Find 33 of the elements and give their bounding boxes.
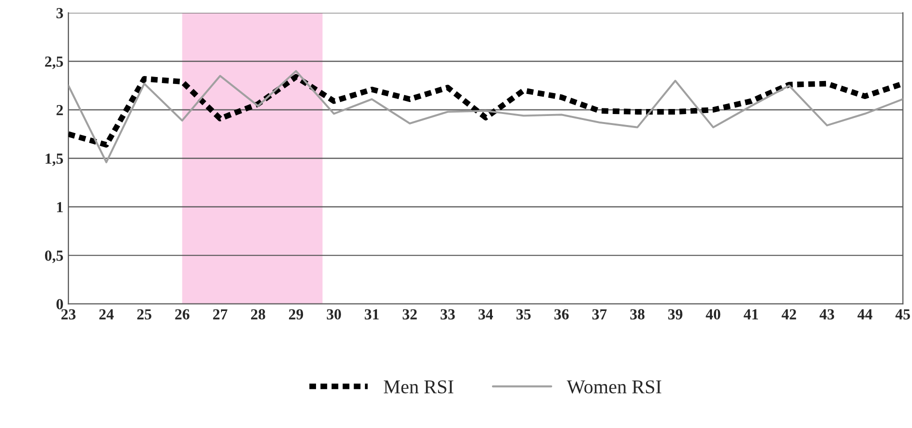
x-tick-label: 37 bbox=[592, 309, 607, 320]
x-tick-label: 23 bbox=[61, 309, 76, 320]
y-tick-label: 1,5 bbox=[46, 154, 63, 166]
x-tick-label: 33 bbox=[440, 309, 455, 320]
x-tick-label: 43 bbox=[820, 309, 834, 320]
y-tick-label: 0,5 bbox=[45, 250, 63, 264]
x-tick-label: 28 bbox=[251, 309, 266, 320]
y-tick-label: 1 bbox=[57, 202, 63, 212]
legend-label: Men RSI bbox=[384, 380, 454, 394]
x-tick-label: 45 bbox=[895, 309, 910, 320]
x-tick-label: 30 bbox=[326, 309, 341, 320]
x-tick-label: 40 bbox=[706, 309, 720, 320]
x-tick-label: 29 bbox=[288, 309, 304, 320]
x-tick-label: 32 bbox=[402, 309, 417, 320]
x-tick-label: 31 bbox=[364, 309, 379, 320]
y-tick-label: 3 bbox=[56, 8, 64, 18]
x-tick-label: 38 bbox=[630, 309, 644, 320]
x-tick-label: 41 bbox=[744, 309, 758, 320]
y-tick-label: 2,5 bbox=[45, 56, 63, 70]
x-tick-label: 42 bbox=[782, 309, 796, 320]
legend-label: Women RSI bbox=[566, 380, 662, 394]
x-tick-label: 44 bbox=[858, 309, 872, 320]
x-tick-label: 26 bbox=[175, 309, 190, 320]
y-tick-label: 0 bbox=[56, 299, 63, 310]
x-tick-label: 36 bbox=[554, 309, 569, 320]
x-tick-label: 27 bbox=[213, 309, 228, 320]
x-tick-label: 39 bbox=[668, 309, 682, 320]
line-series bbox=[68, 70, 903, 164]
x-tick-label: 34 bbox=[478, 309, 493, 320]
x-tick-label: 35 bbox=[516, 309, 531, 320]
x-tick-label: 25 bbox=[137, 309, 152, 320]
x-tick-label: 24 bbox=[99, 309, 114, 320]
y-tick-label: 2 bbox=[56, 105, 63, 116]
